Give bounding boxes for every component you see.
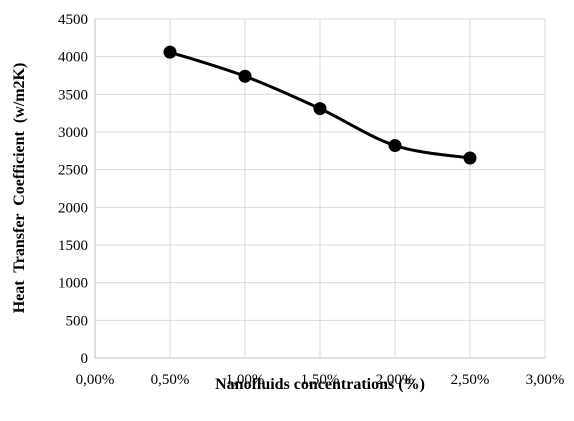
x-tick-label: 2,00% — [376, 372, 415, 388]
x-tick-label: 3,00% — [526, 372, 565, 388]
x-tick-label: 1,00% — [226, 372, 265, 388]
y-tick-label: 500 — [66, 313, 89, 329]
x-tick-labels: 0,00% 0,50% 1,00% 1,50% 2,00% 2,50% 3,00% — [76, 372, 565, 388]
y-tick-label: 3000 — [58, 125, 88, 141]
y-tick-label: 1000 — [58, 276, 88, 292]
y-tick-label: 2000 — [58, 200, 88, 216]
y-tick-label: 0 — [81, 351, 89, 367]
y-tick-label: 4000 — [58, 50, 88, 66]
x-tick-label: 1,50% — [301, 372, 340, 388]
y-axis-title: Heat Transfer Coefficient (w/m2K) — [11, 63, 28, 314]
x-tick-label: 0,50% — [151, 372, 190, 388]
data-point-marker — [388, 139, 402, 153]
y-tick-label: 1500 — [58, 238, 88, 254]
data-point-marker — [163, 45, 177, 59]
data-point-marker — [238, 69, 252, 83]
x-axis-title: Nanofluids concentrations (%) — [215, 376, 425, 393]
y-tick-label: 3500 — [58, 87, 88, 103]
gridlines — [95, 18, 546, 358]
x-tick-label: 2,50% — [451, 372, 490, 388]
data-point-marker — [313, 102, 327, 116]
data-series — [163, 45, 477, 165]
y-tick-label: 2500 — [58, 163, 88, 179]
data-point-marker — [463, 151, 477, 165]
y-tick-labels: 0 500 1000 1500 2000 2500 3000 3500 4000 4500 — [58, 12, 88, 367]
axes — [94, 19, 545, 359]
x-tick-label: 0,00% — [76, 372, 115, 388]
y-tick-label: 4500 — [58, 12, 88, 28]
